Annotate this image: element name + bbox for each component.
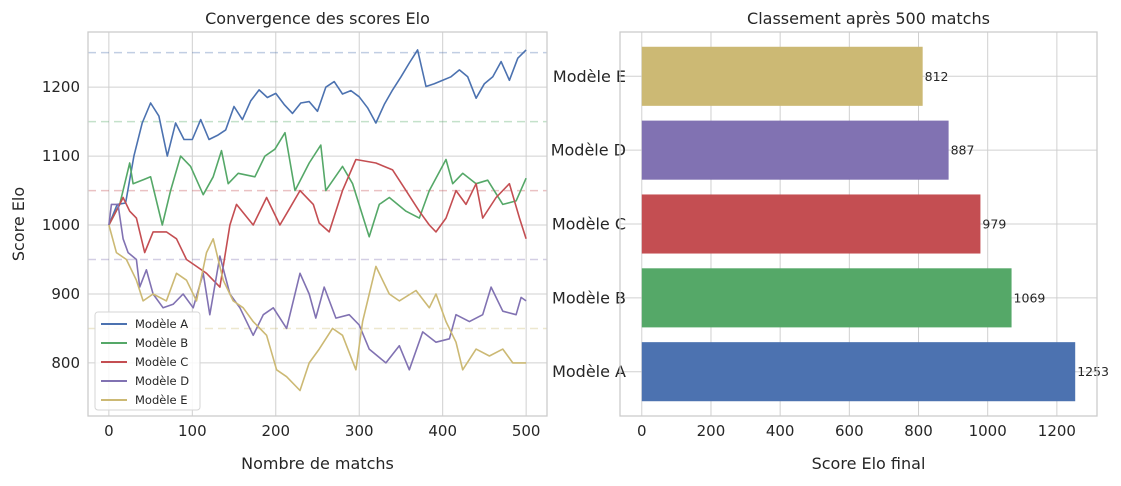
y-axis-label: Score Elo [9, 187, 28, 261]
x-tick-label: 200 [697, 422, 726, 440]
bar-value-label: 979 [982, 217, 1006, 232]
x-tick-label: 100 [178, 422, 207, 440]
y-tick-label: Modèle E [553, 67, 626, 86]
bar [641, 268, 1012, 328]
y-tick-label: 1100 [42, 147, 80, 165]
x-tick-label: 600 [835, 422, 864, 440]
x-tick-label: 1200 [1038, 422, 1076, 440]
series-line [108, 224, 527, 392]
x-tick-label: 1000 [969, 422, 1007, 440]
y-tick-label: 1000 [42, 216, 80, 234]
series-line [108, 203, 527, 371]
series-line [108, 49, 527, 226]
bar-value-label: 1253 [1077, 364, 1109, 379]
bar [641, 46, 923, 106]
y-tick-label: 900 [51, 285, 80, 303]
y-tick-label: Modèle C [552, 215, 626, 234]
x-tick-label: 0 [104, 422, 114, 440]
axes-frame [87, 31, 548, 417]
y-tick-label: Modèle A [552, 362, 626, 381]
legend: Modèle A Modèle B Modèle C Modèle D Modèle E [94, 311, 201, 411]
bar [641, 120, 949, 180]
chart-title: Classement après 500 matchs [747, 9, 990, 28]
bar-value-label: 887 [951, 143, 975, 158]
legend-item: Modèle E [101, 393, 188, 407]
legend-item: Modèle B [101, 336, 188, 350]
bar-chart: 0 200 400 600 800 1000 1200 1253 Modèle A 1069 Mod… [551, 9, 1109, 473]
x-tick-label: 400 [766, 422, 795, 440]
bar-value-label: 812 [925, 69, 949, 84]
x-tick-label: 400 [428, 422, 457, 440]
x-tick-label: 0 [637, 422, 647, 440]
x-tick-label: 800 [904, 422, 933, 440]
y-tick-label: Modèle D [551, 141, 626, 160]
series-line [108, 131, 527, 238]
bar [641, 194, 981, 254]
x-tick-label: 200 [261, 422, 290, 440]
legend-label: Modèle C [135, 355, 188, 369]
bar-value-label: 1069 [1014, 290, 1046, 305]
y-tick-label: Modèle B [552, 288, 626, 307]
legend-item: Modèle C [101, 355, 188, 369]
y-tick-label: 1200 [42, 78, 80, 96]
series-line [108, 158, 527, 288]
x-tick-label: 500 [512, 422, 541, 440]
legend-label: Modèle B [135, 336, 188, 350]
legend-item: Modèle D [101, 374, 189, 388]
bar [641, 342, 1076, 402]
legend-label: Modèle E [135, 393, 188, 407]
legend-label: Modèle D [135, 374, 189, 388]
axes-frame [619, 31, 1098, 417]
legend-box [94, 311, 201, 411]
x-tick-label: 300 [345, 422, 374, 440]
y-tick-label: 800 [51, 354, 80, 372]
legend-label: Modèle A [135, 317, 188, 331]
x-axis-label: Nombre de matchs [241, 454, 394, 473]
legend-item: Modèle A [101, 317, 188, 331]
line-chart: 0 100 200 300 400 500 800 900 1000 1100 1200 Conver… [9, 9, 548, 473]
chart-title: Convergence des scores Elo [205, 9, 430, 28]
x-axis-label: Score Elo final [812, 454, 926, 473]
